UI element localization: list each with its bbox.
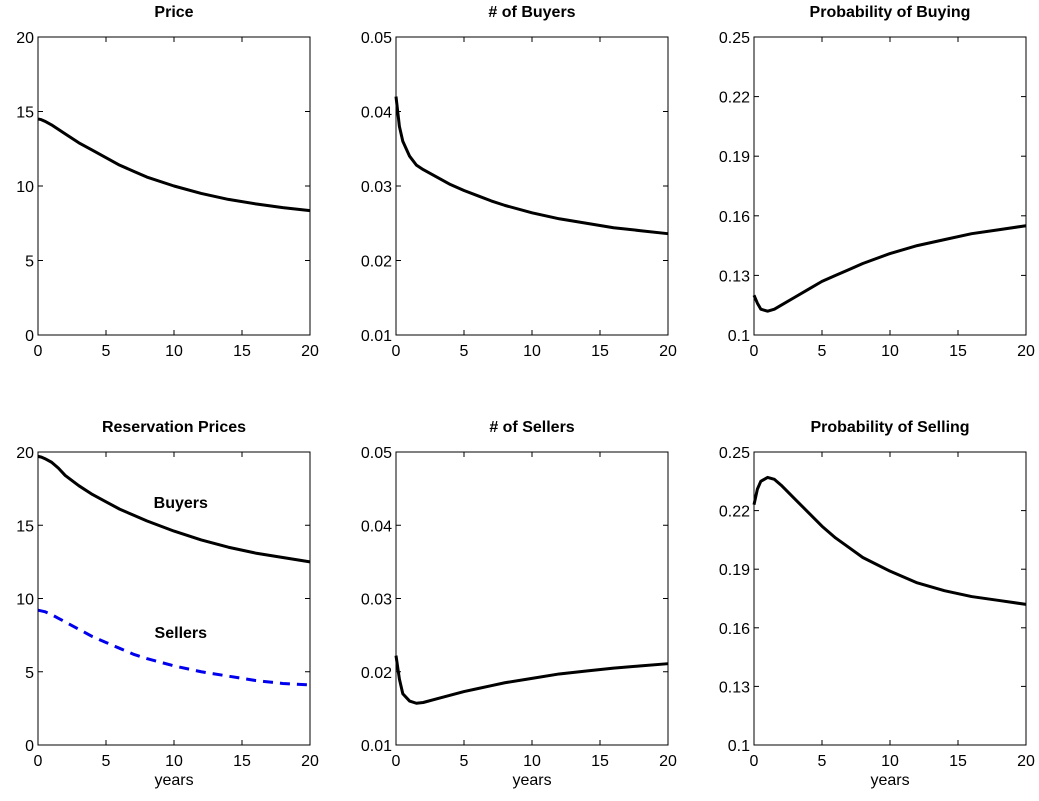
x-tick-label: 10 — [165, 753, 183, 770]
y-tick-label: 0.04 — [361, 518, 392, 535]
x-axis-label: years — [154, 772, 193, 789]
y-tick-label: 0.13 — [719, 679, 750, 696]
x-tick-label: 20 — [659, 343, 677, 360]
y-tick-label: 0.22 — [719, 504, 750, 521]
y-tick-label: 0.03 — [361, 592, 392, 609]
y-tick-label: 0.05 — [361, 445, 392, 462]
x-tick-label: 15 — [949, 343, 967, 360]
plot-frame — [37, 451, 311, 746]
y-tick-label: 5 — [25, 254, 34, 271]
x-tick-label: 15 — [591, 753, 609, 770]
plot-frame — [37, 36, 311, 336]
plot-frame — [753, 36, 1027, 336]
y-tick-label: 15 — [16, 518, 34, 535]
line-series — [37, 454, 311, 564]
annotation: Sellers — [155, 625, 208, 642]
y-tick-label: 0.01 — [361, 738, 392, 755]
x-tick-label: 15 — [233, 753, 251, 770]
x-tick-label: 20 — [659, 753, 677, 770]
y-tick-label: 0.04 — [361, 105, 392, 122]
plot-frame — [395, 36, 669, 336]
chart-title: Price — [154, 4, 193, 21]
y-tick-label: 20 — [16, 445, 34, 462]
x-tick-label: 5 — [818, 753, 827, 770]
line-series — [394, 655, 669, 705]
x-tick-label: 5 — [460, 343, 469, 360]
y-tick-label: 0.25 — [719, 30, 750, 47]
x-tick-label: 10 — [881, 343, 899, 360]
annotation: Buyers — [154, 495, 208, 512]
x-tick-label: 10 — [523, 753, 541, 770]
line-series — [394, 96, 669, 236]
x-tick-label: 0 — [750, 343, 759, 360]
y-tick-label: 0.22 — [719, 90, 750, 107]
x-tick-label: 0 — [392, 753, 401, 770]
y-tick-label: 0.16 — [719, 209, 750, 226]
x-tick-label: 5 — [818, 343, 827, 360]
x-tick-label: 5 — [102, 753, 111, 770]
x-tick-label: 10 — [881, 753, 899, 770]
x-tick-label: 0 — [750, 753, 759, 770]
y-tick-label: 10 — [16, 179, 34, 196]
x-tick-label: 10 — [165, 343, 183, 360]
y-tick-label: 0 — [25, 328, 34, 345]
x-tick-label: 15 — [591, 343, 609, 360]
chart-title: Reservation Prices — [102, 419, 246, 436]
x-tick-label: 5 — [460, 753, 469, 770]
y-tick-label: 15 — [16, 105, 34, 122]
line-series — [37, 117, 311, 213]
x-tick-label: 15 — [233, 343, 251, 360]
x-tick-label: 20 — [1017, 343, 1035, 360]
x-tick-label: 0 — [34, 753, 43, 770]
x-tick-label: 10 — [523, 343, 541, 360]
y-tick-label: 0.1 — [728, 738, 750, 755]
x-axis-label: years — [512, 772, 551, 789]
x-tick-label: 20 — [301, 343, 319, 360]
y-tick-label: 0.13 — [719, 268, 750, 285]
x-tick-label: 20 — [301, 753, 319, 770]
y-tick-label: 0.02 — [361, 254, 392, 271]
chart-title: Probability of Buying — [810, 4, 971, 21]
y-tick-label: 0.16 — [719, 621, 750, 638]
x-axis-label: years — [870, 772, 909, 789]
line-series — [37, 608, 311, 687]
y-tick-label: 0.19 — [719, 149, 750, 166]
x-tick-label: 20 — [1017, 753, 1035, 770]
plot-frame — [395, 451, 669, 746]
chart-title: Probability of Selling — [810, 419, 969, 436]
x-tick-label: 5 — [102, 343, 111, 360]
plot-frame — [753, 451, 1027, 746]
y-tick-label: 0.1 — [728, 328, 750, 345]
x-tick-label: 15 — [949, 753, 967, 770]
y-tick-label: 0.19 — [719, 562, 750, 579]
y-tick-label: 10 — [16, 592, 34, 609]
chart-title: # of Buyers — [488, 4, 575, 21]
y-tick-label: 5 — [25, 665, 34, 682]
y-tick-label: 0 — [25, 738, 34, 755]
line-series — [752, 475, 1027, 606]
y-tick-label: 0.02 — [361, 665, 392, 682]
y-tick-label: 0.01 — [361, 328, 392, 345]
y-tick-label: 0.25 — [719, 445, 750, 462]
x-tick-label: 0 — [392, 343, 401, 360]
y-tick-label: 20 — [16, 30, 34, 47]
line-series — [752, 224, 1027, 313]
y-tick-label: 0.05 — [361, 30, 392, 47]
chart-title: # of Sellers — [489, 419, 574, 436]
x-tick-label: 0 — [34, 343, 43, 360]
y-tick-label: 0.03 — [361, 179, 392, 196]
